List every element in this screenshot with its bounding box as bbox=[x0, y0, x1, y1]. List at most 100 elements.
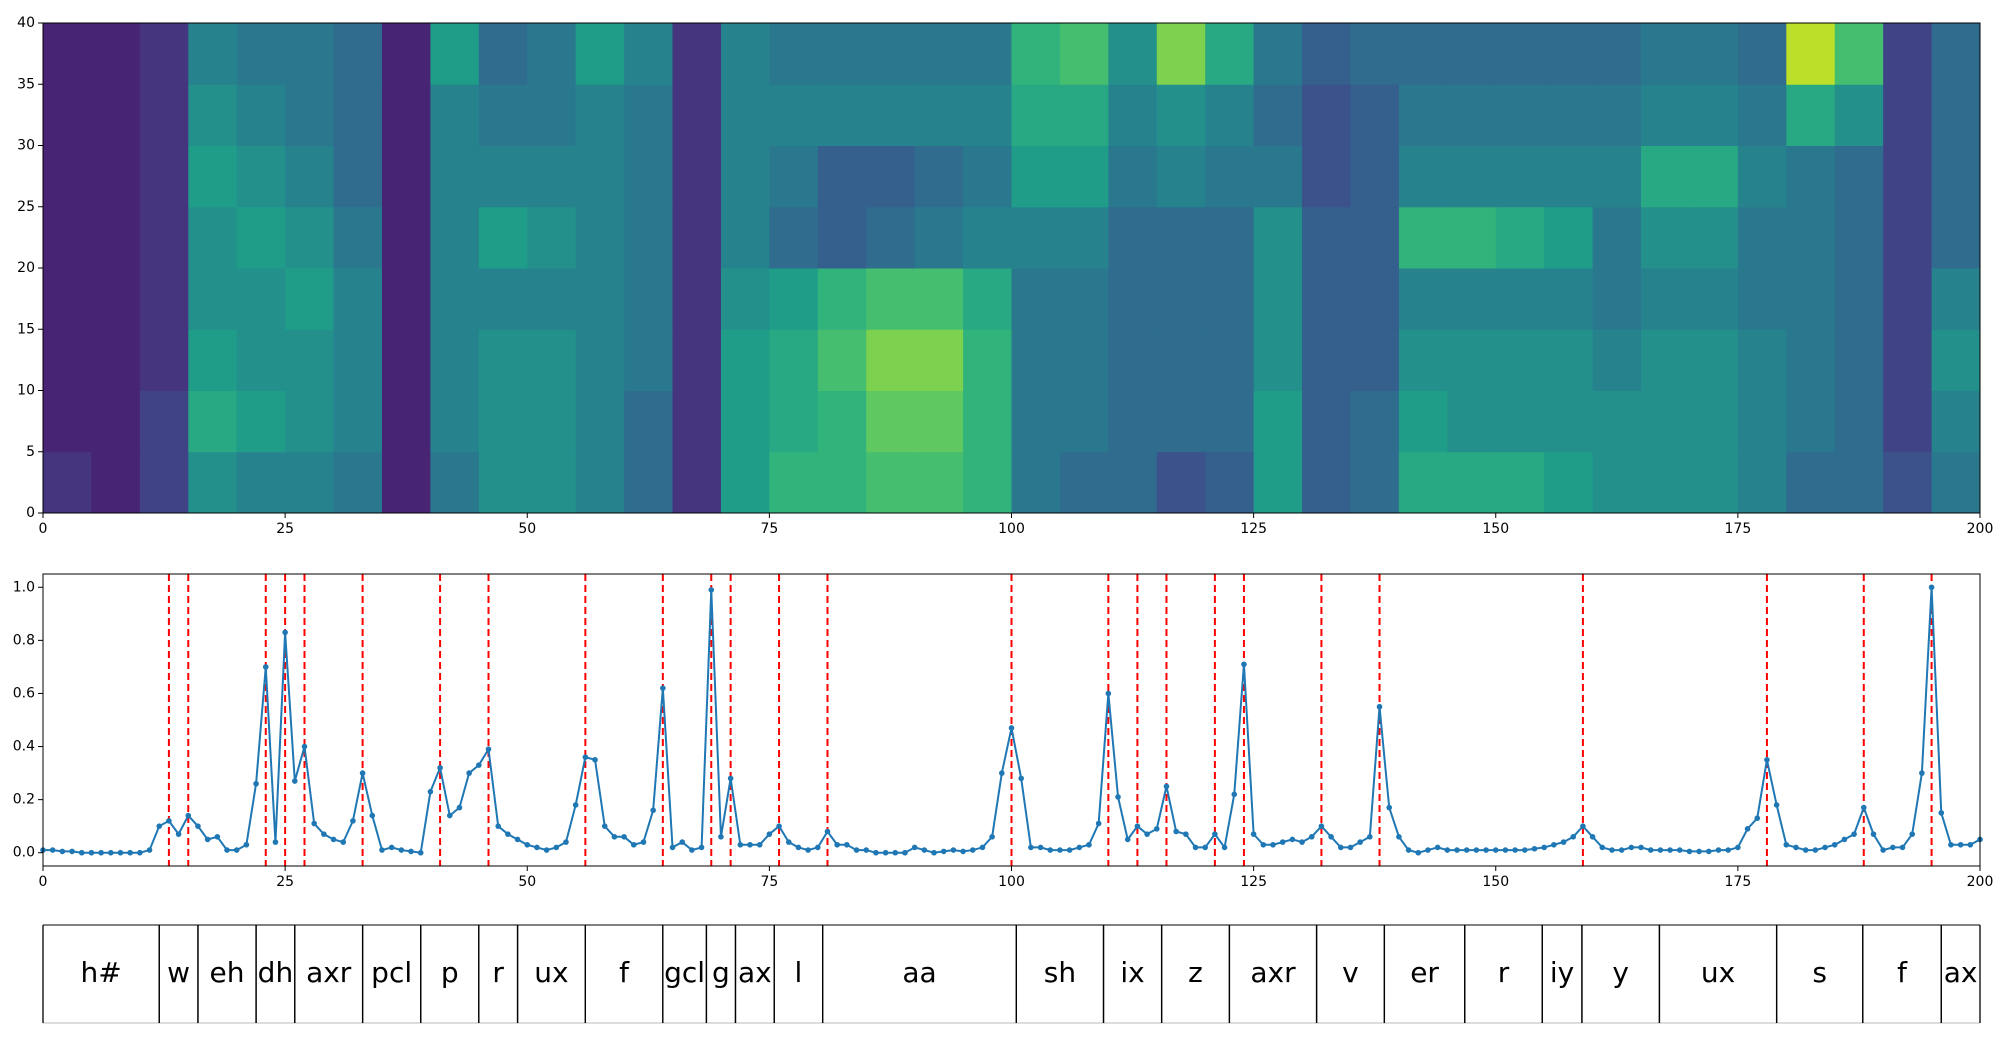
segment-label: h# bbox=[81, 956, 122, 989]
point bbox=[1715, 847, 1722, 853]
heatmap-cell bbox=[1253, 145, 1303, 208]
point bbox=[785, 839, 792, 845]
heatmap-cell bbox=[1689, 329, 1739, 391]
heatmap-cell bbox=[963, 451, 1012, 514]
heatmap-cell bbox=[43, 84, 92, 146]
x-tick-label: 0 bbox=[39, 874, 48, 890]
segment-label: ix bbox=[1120, 956, 1144, 989]
point bbox=[350, 818, 356, 824]
heatmap-cell bbox=[914, 145, 964, 208]
segment-label: y bbox=[1612, 956, 1629, 989]
point bbox=[408, 848, 414, 855]
heatmap-cell bbox=[1883, 268, 1933, 330]
heatmap-cell bbox=[139, 23, 189, 85]
segment-label: gcl bbox=[664, 956, 705, 989]
y-tick-label: 0.4 bbox=[13, 739, 35, 755]
heatmap-cell bbox=[91, 84, 141, 146]
point bbox=[1841, 836, 1848, 843]
heatmap-cell bbox=[1544, 206, 1594, 269]
point bbox=[1037, 844, 1044, 851]
point bbox=[437, 764, 443, 771]
point bbox=[49, 847, 56, 853]
heatmap-cell bbox=[1253, 206, 1303, 269]
point bbox=[1735, 844, 1741, 851]
heatmap-cell bbox=[1447, 451, 1497, 514]
segment-label: ux bbox=[534, 956, 568, 989]
heatmap-cell bbox=[720, 329, 770, 391]
point bbox=[1115, 794, 1121, 800]
point bbox=[1047, 847, 1054, 853]
heatmap-cell bbox=[527, 84, 577, 146]
point bbox=[1076, 844, 1083, 851]
point bbox=[1163, 783, 1170, 790]
heatmap-cell bbox=[1059, 451, 1109, 514]
heatmap-cell bbox=[866, 329, 916, 391]
point bbox=[582, 754, 589, 760]
heatmap-cell bbox=[1011, 84, 1061, 146]
heatmap-cell bbox=[1302, 84, 1351, 146]
point bbox=[1599, 844, 1606, 851]
x-tick-label: 200 bbox=[1967, 874, 1994, 890]
point bbox=[1541, 844, 1547, 851]
point bbox=[1289, 836, 1296, 843]
heatmap-cell bbox=[1398, 206, 1448, 269]
segment-label: dh bbox=[258, 956, 294, 989]
heatmap-cell bbox=[624, 84, 674, 146]
point bbox=[621, 834, 627, 840]
heatmap-cell bbox=[1205, 451, 1255, 514]
heatmap-cell bbox=[1544, 23, 1594, 85]
point bbox=[524, 841, 531, 848]
heatmap-cell bbox=[1059, 84, 1109, 146]
heatmap-cell bbox=[430, 268, 480, 330]
point bbox=[1396, 834, 1402, 840]
segment-label: ax bbox=[1944, 956, 1978, 989]
y-tick-label: 1.0 bbox=[13, 579, 35, 595]
heatmap-cell bbox=[1108, 206, 1158, 269]
heatmap-cell bbox=[624, 329, 674, 391]
heatmap-cell bbox=[769, 268, 819, 330]
point bbox=[689, 847, 695, 853]
heatmap-cell bbox=[672, 23, 722, 85]
point bbox=[1028, 844, 1034, 851]
heatmap-cell bbox=[1205, 268, 1255, 330]
heatmap-cell bbox=[91, 145, 141, 208]
heatmap-cell bbox=[575, 23, 625, 85]
point bbox=[1386, 804, 1393, 811]
point bbox=[534, 844, 540, 851]
segment-label: v bbox=[1342, 956, 1359, 989]
point bbox=[1570, 834, 1577, 840]
point bbox=[892, 849, 899, 856]
heatmap-cell bbox=[1205, 390, 1255, 453]
heatmap-cell bbox=[430, 206, 480, 269]
heatmap-cell bbox=[1059, 329, 1109, 391]
point bbox=[398, 847, 405, 853]
heatmap-cell bbox=[1641, 206, 1690, 269]
point bbox=[640, 839, 647, 845]
point bbox=[1415, 849, 1422, 856]
heatmap-cell bbox=[1302, 23, 1351, 85]
point bbox=[505, 831, 511, 837]
point bbox=[1405, 847, 1412, 853]
heatmap-cell bbox=[236, 145, 286, 208]
heatmap-cell bbox=[720, 390, 770, 453]
point bbox=[1241, 661, 1247, 668]
heatmap-cell bbox=[139, 84, 189, 146]
heatmap-cell bbox=[381, 329, 431, 391]
heatmap-cell bbox=[1205, 23, 1255, 85]
point bbox=[1531, 845, 1538, 852]
point bbox=[1822, 844, 1828, 851]
heatmap-cell bbox=[866, 390, 916, 453]
point bbox=[146, 847, 153, 853]
point bbox=[1522, 847, 1528, 853]
heatmap-cell bbox=[1205, 84, 1255, 146]
segment-label: w bbox=[167, 956, 190, 989]
heatmap-cell bbox=[1350, 451, 1400, 514]
heatmap-cell bbox=[1592, 84, 1642, 146]
heatmap-cell bbox=[527, 23, 577, 85]
heatmap-cell bbox=[1350, 84, 1400, 146]
point bbox=[747, 841, 753, 848]
heatmap-cell bbox=[430, 84, 480, 146]
point bbox=[485, 746, 492, 752]
y-tick-label: 0 bbox=[26, 505, 35, 521]
heatmap-cell bbox=[381, 206, 431, 269]
